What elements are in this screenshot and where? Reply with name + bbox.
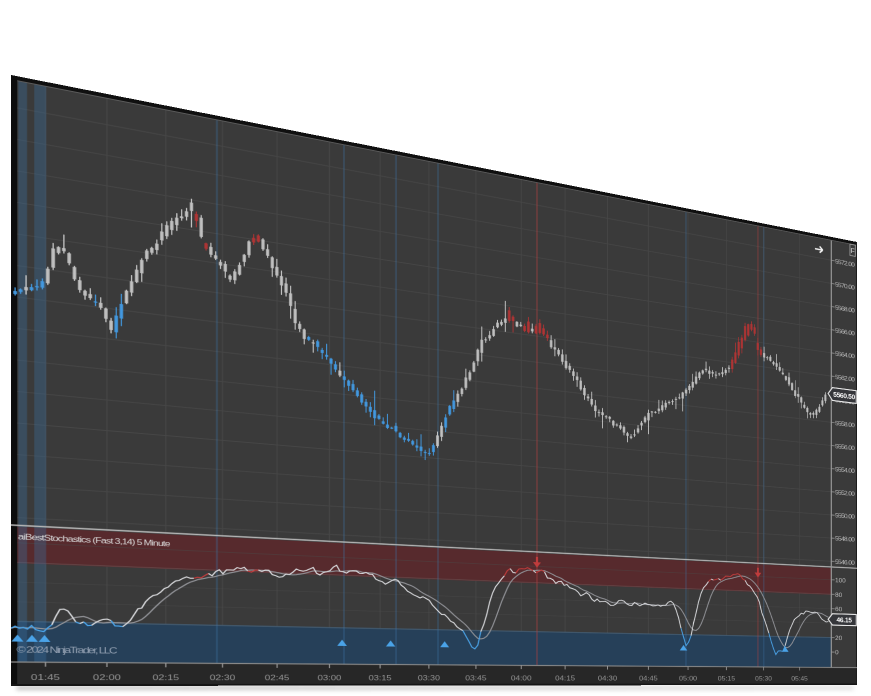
svg-text:60: 60 [835, 606, 842, 613]
svg-text:03:30: 03:30 [418, 674, 440, 682]
svg-text:46.15: 46.15 [837, 617, 852, 625]
svg-text:03:15: 03:15 [369, 674, 392, 683]
svg-text:5556.00: 5556.00 [835, 443, 855, 452]
svg-text:5562.00: 5562.00 [835, 373, 855, 383]
svg-text:05:15: 05:15 [718, 675, 736, 683]
svg-text:F: F [851, 247, 855, 256]
svg-text:03:45: 03:45 [465, 674, 486, 682]
svg-text:5552.00: 5552.00 [835, 489, 855, 498]
svg-text:03:00: 03:00 [318, 674, 342, 683]
svg-text:100: 100 [835, 577, 846, 585]
svg-text:5570.00: 5570.00 [835, 281, 855, 292]
svg-text:04:15: 04:15 [555, 674, 575, 682]
svg-text:02:45: 02:45 [265, 673, 290, 682]
svg-text:05:45: 05:45 [791, 675, 807, 682]
svg-text:5546.00: 5546.00 [835, 558, 855, 566]
svg-text:5566.00: 5566.00 [835, 327, 855, 337]
svg-text:5568.00: 5568.00 [835, 304, 855, 314]
svg-text:5548.00: 5548.00 [835, 535, 855, 543]
svg-text:0: 0 [835, 649, 839, 656]
svg-text:04:30: 04:30 [598, 675, 617, 683]
svg-text:02:00: 02:00 [93, 673, 121, 683]
svg-text:02:15: 02:15 [152, 673, 179, 682]
svg-text:5560.50: 5560.50 [833, 391, 855, 401]
svg-text:5550.00: 5550.00 [835, 512, 855, 521]
svg-text:5572.00: 5572.00 [835, 258, 855, 269]
svg-text:© 2024 NinjaTrader, LLC: © 2024 NinjaTrader, LLC [17, 645, 118, 656]
svg-text:20: 20 [835, 635, 842, 642]
svg-text:5554.00: 5554.00 [835, 466, 855, 475]
svg-text:04:00: 04:00 [511, 674, 532, 682]
svg-text:04:45: 04:45 [639, 675, 658, 683]
svg-text:01:45: 01:45 [31, 673, 60, 683]
svg-text:05:30: 05:30 [755, 675, 772, 682]
svg-text:5558.00: 5558.00 [835, 420, 855, 429]
svg-text:02:30: 02:30 [210, 673, 236, 682]
svg-text:05:00: 05:00 [679, 675, 697, 683]
svg-text:5564.00: 5564.00 [835, 350, 855, 360]
svg-text:5560.00: 5560.00 [835, 397, 855, 407]
svg-text:80: 80 [835, 591, 842, 598]
